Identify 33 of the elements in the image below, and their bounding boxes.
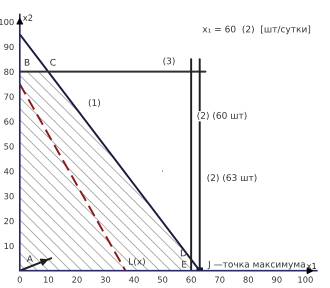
- annotation: (3): [163, 57, 175, 66]
- x-tick-label: 70: [215, 276, 224, 283]
- x-tick-label: 90: [272, 276, 282, 283]
- x-tick-label: 80: [244, 276, 254, 283]
- annotation: x₁ = 60 (2) [шт/сутки]: [202, 25, 310, 34]
- y-tick-label: 30: [4, 193, 14, 200]
- x-tick-label: 60: [186, 276, 196, 283]
- annotation: E: [182, 260, 186, 268]
- y-tick-label: 60: [4, 118, 14, 125]
- x-tick-label: 0: [18, 276, 22, 283]
- y-tick-label: 20: [4, 218, 14, 224]
- y-tick-label: 50: [4, 143, 14, 150]
- y-tick-label: 90: [4, 44, 14, 50]
- y-axis-title: x2: [23, 14, 32, 21]
- y-tick-label: 80: [4, 68, 14, 75]
- annotation: (2) (63 шт): [207, 174, 256, 182]
- x-tick-label: 20: [72, 276, 82, 283]
- x-tick-label: 40: [129, 276, 139, 283]
- y-tick-label: 70: [4, 94, 14, 100]
- annotation: B: [24, 59, 30, 66]
- annotation: (1): [88, 99, 100, 108]
- x-tick-label: 100: [298, 276, 313, 283]
- annotation: D: [180, 250, 186, 256]
- annotation: L(x): [129, 258, 145, 266]
- annotation: (2) (60 шт): [197, 112, 247, 120]
- y-tick-label: 10: [4, 242, 14, 250]
- annotation: C: [50, 58, 56, 66]
- x-tick-label: 30: [100, 276, 110, 283]
- x-tick-label: 50: [158, 276, 168, 283]
- y-tick-label: 40: [4, 168, 14, 174]
- annotation: A: [26, 255, 33, 262]
- annotation: J —точка максимума: [208, 260, 305, 270]
- x-tick-label: 10: [44, 276, 54, 283]
